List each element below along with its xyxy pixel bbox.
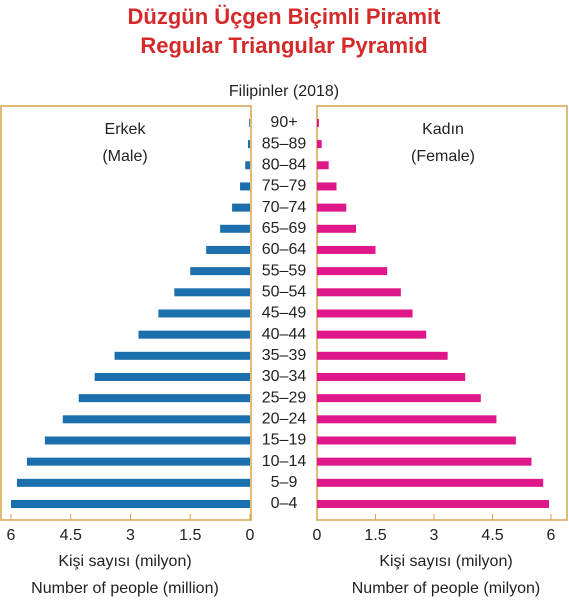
bar (317, 140, 322, 149)
bar (317, 288, 401, 297)
panel-label: Kadın (422, 121, 464, 138)
age-label: 65–69 (262, 220, 307, 237)
bar (206, 245, 250, 254)
bar (114, 351, 250, 360)
x-tick-label: 0 (246, 527, 255, 544)
age-label: 85–89 (262, 135, 307, 152)
bar (94, 372, 251, 381)
bar (174, 288, 250, 297)
age-label: 55–59 (262, 262, 307, 279)
bar (317, 224, 356, 233)
bar (158, 309, 250, 318)
age-label: 0–4 (271, 495, 298, 512)
bar (232, 203, 250, 212)
chart-subtitle: Regular Triangular Pyramid (140, 33, 427, 58)
bar (317, 203, 347, 212)
age-label: 10–14 (262, 453, 307, 470)
bar (317, 500, 550, 508)
panel-label-en: (Male) (102, 148, 147, 165)
chart-label: Filipinler (2018) (229, 83, 339, 100)
bar (138, 330, 250, 339)
age-label: 45–49 (262, 305, 307, 322)
bar (248, 140, 250, 149)
panel-label-en: (Female) (411, 148, 475, 165)
x-tick-label: 3 (430, 527, 439, 544)
age-label: 35–39 (262, 347, 307, 364)
x-tick-label: 4.5 (481, 527, 503, 544)
bar (78, 394, 250, 403)
bar (317, 267, 388, 276)
bar (249, 118, 250, 127)
x-axis-label: Number of people (milyon) (352, 580, 541, 597)
age-label: 75–79 (262, 178, 307, 195)
x-tick-label: 6 (547, 527, 556, 544)
bar (317, 372, 466, 381)
bar (240, 182, 250, 191)
bar (317, 394, 481, 403)
bar (190, 267, 250, 276)
age-label: 30–34 (262, 368, 307, 385)
left-panel (0, 105, 252, 521)
age-label: 15–19 (262, 432, 307, 449)
age-label: 70–74 (262, 199, 307, 216)
bar (317, 161, 329, 170)
bar (317, 478, 544, 487)
bar (317, 330, 427, 339)
bar (26, 457, 250, 466)
age-label: 25–29 (262, 389, 307, 406)
age-label: 50–54 (262, 284, 307, 301)
bar (44, 436, 250, 445)
bar (62, 415, 251, 424)
panel-label: Erkek (105, 121, 147, 138)
bar (317, 436, 516, 445)
chart-title: Düzgün Üçgen Biçimli Piramit (128, 4, 442, 29)
x-axis-label: Kişi sayısı (milyon) (58, 553, 191, 570)
x-tick-label: 1.5 (364, 527, 386, 544)
age-label: 20–24 (262, 411, 307, 428)
x-tick-label: 6 (7, 527, 16, 544)
x-axis-label: Number of people (million) (31, 580, 219, 597)
x-tick-label: 4.5 (60, 527, 82, 544)
age-label: 90+ (270, 114, 297, 131)
age-label: 40–44 (262, 326, 307, 343)
bar (11, 500, 250, 508)
age-label: 80–84 (262, 156, 307, 173)
bar (317, 182, 337, 191)
age-label: 60–64 (262, 241, 307, 258)
bar (317, 351, 448, 360)
age-label: 5–9 (271, 474, 298, 491)
bar (317, 309, 413, 318)
x-axis-label: Kişi sayısı (milyon) (379, 553, 512, 570)
x-tick-label: 3 (126, 527, 135, 544)
bar (317, 457, 532, 466)
bar (245, 161, 250, 170)
bar (317, 245, 376, 254)
x-tick-label: 0 (313, 527, 322, 544)
bar (220, 224, 250, 233)
bar (317, 118, 319, 127)
bar (16, 478, 250, 487)
bar (317, 415, 497, 424)
x-tick-label: 1.5 (179, 527, 201, 544)
